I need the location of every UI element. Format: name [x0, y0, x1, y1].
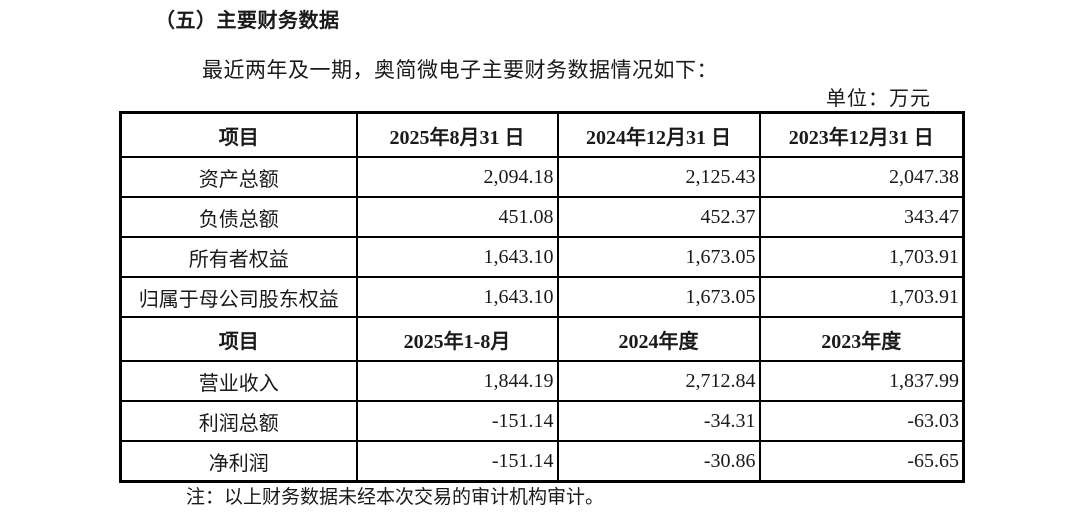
cell-value: -30.86	[556, 440, 761, 483]
row-label: 负债总额	[119, 196, 358, 238]
row-label: 净利润	[119, 440, 358, 483]
cell-value: -63.03	[758, 400, 965, 442]
cell-value: 1,703.91	[758, 236, 965, 278]
cell-value: 1,703.91	[758, 276, 965, 318]
cell-value: 2,712.84	[556, 360, 761, 402]
cell-value: 1,643.10	[355, 236, 559, 278]
cell-value: 343.47	[758, 196, 965, 238]
cell-value: -34.31	[556, 400, 761, 442]
column-header-date-2025: 2025年8月31 日	[355, 111, 559, 158]
row-label: 营业收入	[119, 360, 358, 402]
table-row-parent-equity: 归属于母公司股东权益 1,643.10 1,673.05 1,703.91	[119, 276, 965, 318]
cell-value: -151.14	[355, 400, 559, 442]
table-row-total-profit: 利润总额 -151.14 -34.31 -63.03	[119, 400, 965, 442]
column-header-date-2024: 2024年12月31 日	[556, 111, 761, 158]
column-header-year-2023: 2023年度	[758, 316, 965, 362]
column-header-item: 项目	[119, 316, 358, 362]
cell-value: 2,047.38	[758, 156, 965, 198]
cell-value: 451.08	[355, 196, 559, 238]
row-label: 所有者权益	[119, 236, 358, 278]
balance-header-row: 项目 2025年8月31 日 2024年12月31 日 2023年12月31 日	[119, 111, 965, 158]
financial-data-table: 项目 2025年8月31 日 2024年12月31 日 2023年12月31 日…	[119, 111, 965, 483]
cell-value: -151.14	[355, 440, 559, 483]
cell-value: 452.37	[556, 196, 761, 238]
table-row-owners-equity: 所有者权益 1,643.10 1,673.05 1,703.91	[119, 236, 965, 278]
table-note: 注：以上财务数据未经本次交易的审计机构审计。	[186, 487, 605, 508]
section-title: （五）主要财务数据	[155, 10, 340, 32]
unit-label: 单位：万元	[826, 88, 931, 110]
cell-value: 1,837.99	[758, 360, 965, 402]
cell-value: 1,643.10	[355, 276, 559, 318]
income-header-row: 项目 2025年1-8月 2024年度 2023年度	[119, 316, 965, 362]
row-label: 归属于母公司股东权益	[119, 276, 358, 318]
cell-value: 2,125.43	[556, 156, 761, 198]
cell-value: 2,094.18	[355, 156, 559, 198]
intro-text: 最近两年及一期，奥简微电子主要财务数据情况如下：	[202, 58, 718, 82]
table-row-total-assets: 资产总额 2,094.18 2,125.43 2,047.38	[119, 156, 965, 198]
table-row-operating-revenue: 营业收入 1,844.19 2,712.84 1,837.99	[119, 360, 965, 402]
cell-value: 1,673.05	[556, 276, 761, 318]
row-label: 利润总额	[119, 400, 358, 442]
cell-value: -65.65	[758, 440, 965, 483]
column-header-year-2024: 2024年度	[556, 316, 761, 362]
column-header-period-2025: 2025年1-8月	[355, 316, 559, 362]
row-label: 资产总额	[119, 156, 358, 198]
table-row-total-liabilities: 负债总额 451.08 452.37 343.47	[119, 196, 965, 238]
cell-value: 1,673.05	[556, 236, 761, 278]
table-row-net-profit: 净利润 -151.14 -30.86 -65.65	[119, 440, 965, 483]
cell-value: 1,844.19	[355, 360, 559, 402]
column-header-date-2023: 2023年12月31 日	[758, 111, 965, 158]
column-header-item: 项目	[119, 111, 358, 158]
